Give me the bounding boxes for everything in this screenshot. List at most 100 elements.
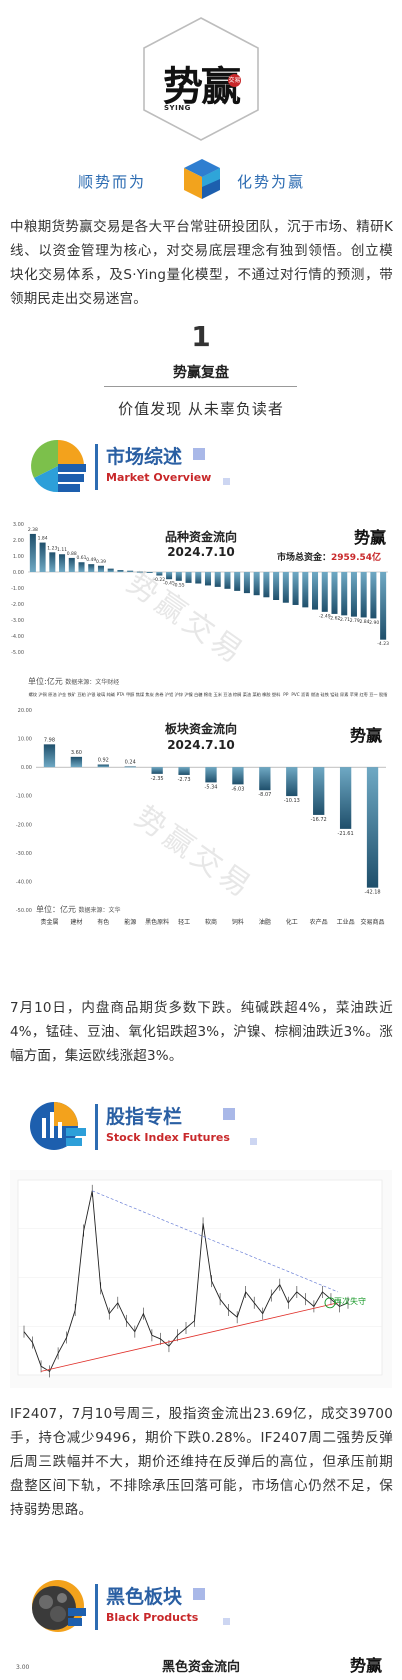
bar-沪镍: [185, 572, 192, 583]
annotation-lost-again: 再次失守: [334, 1297, 366, 1306]
y-tick-label: -4.00: [11, 634, 24, 640]
bar-原油: [49, 552, 56, 572]
category-label: 黑色原料: [145, 918, 169, 926]
category-label: 豆一: [369, 692, 377, 697]
data-label: -5.34: [205, 784, 218, 790]
stock-index-paragraph: IF2407，7月10号周三，股指资金流出23.69亿，成交39700手，持仓减…: [10, 1406, 393, 1518]
category-label: 建材: [70, 918, 82, 926]
decor-square-small: [223, 478, 230, 485]
category-label: 油脂: [259, 918, 271, 926]
data-label: -2.90: [368, 620, 380, 626]
sector-fund-flow-chart: 板块资金流向 2024.7.10 势赢 20.00 10.00 0.00 -10.00…: [10, 708, 392, 938]
data-label: -0.22: [154, 577, 166, 583]
bar-沥青: [302, 572, 309, 608]
section-subtitle: 价值发现 从未辜负读者: [118, 400, 284, 418]
data-label: -21.61: [338, 831, 354, 837]
data-label: 3.60: [71, 750, 82, 756]
data-label: -2.71: [338, 617, 350, 623]
chart3-svg: [17, 1179, 383, 1378]
bar-股指: [380, 572, 387, 640]
decor-square-small: [250, 1138, 257, 1145]
bar-玻璃: [97, 565, 104, 572]
bar-工业品: [339, 767, 352, 829]
y-tick-label: 2.00: [13, 538, 24, 544]
decor-square: [193, 1588, 205, 1600]
cube-logo-icon: [180, 157, 224, 201]
bar-棕榈: [234, 572, 241, 591]
category-label: 沪锌: [175, 691, 184, 698]
category-label: 轻工: [178, 918, 190, 926]
black-products-subtitle: Black Products: [106, 1611, 199, 1624]
category-label: 燃油: [311, 691, 319, 698]
stock-index-icon: [28, 1098, 90, 1154]
category-label: 能源: [124, 918, 136, 926]
data-label: -16.72: [311, 817, 327, 823]
chart1-date: 2024.7.10: [167, 545, 235, 559]
category-label: 玉米: [214, 691, 223, 698]
chart1-unit-source: 数据来源：文华财经: [65, 679, 120, 686]
category-label: 贵金属: [40, 918, 58, 926]
bar-橡胶: [263, 572, 270, 598]
category-label: 红枣: [359, 691, 368, 698]
hexagon-frame-icon: [143, 17, 259, 141]
black-products-header: 黑色板块 Black Products: [28, 1578, 258, 1638]
y-tick-label: 0.00: [21, 765, 32, 771]
data-label: -2.84: [358, 619, 370, 625]
stock-index-title: 股指专栏: [106, 1106, 183, 1128]
data-label: -2.73: [178, 777, 191, 783]
category-label: 交易商品: [361, 918, 385, 926]
category-label: 沪铝: [165, 691, 173, 698]
bar-红枣: [360, 572, 367, 618]
resistance-trendline: [92, 1190, 339, 1293]
category-label: 豆油: [223, 691, 231, 698]
header-accent-bar: [95, 1104, 98, 1150]
market-overview-title: 市场综述: [106, 446, 183, 468]
category-label: PVC: [291, 692, 299, 697]
category-label: 玻璃: [97, 691, 105, 698]
bar-硅铁: [321, 572, 328, 612]
bar-沪银: [88, 564, 95, 572]
logo-syng: SYING: [164, 104, 191, 112]
chart2-logo: 势赢: [350, 726, 383, 745]
stock-index-subtitle: Stock Index Futures: [106, 1131, 230, 1144]
slogan-left: 顺势而为: [78, 173, 147, 191]
logo-text: 势赢: [163, 63, 241, 110]
bar-能源: [124, 766, 136, 768]
data-label: 0.92: [98, 758, 109, 764]
category-label: 白糖: [194, 691, 203, 698]
data-label: -2.35: [151, 776, 164, 782]
bar-热卷: [156, 572, 163, 576]
market-overview-paragraph: 7月10日，内盘商品期货多数下跌。纯碱跌超4%，菜油跌近4%，锰硅、豆油、氧化铝…: [10, 1000, 393, 1064]
bar-化工: [286, 767, 298, 797]
category-label: 焦炭: [145, 691, 153, 698]
black-ore-icon: [28, 1578, 90, 1634]
bar-软商: [205, 767, 217, 783]
bar-燃油: [312, 572, 319, 610]
bar-饲料: [232, 767, 244, 785]
bar-纯碱: [107, 568, 114, 572]
chart2-svg: 20.00 10.00 0.00 -10.00 -20.00 -30.00 -40.00 -5…: [16, 708, 386, 926]
category-label: 螺纹: [29, 691, 38, 698]
bar-PVC: [292, 572, 299, 605]
bar-沪铜: [39, 542, 46, 572]
decor-square: [193, 448, 205, 460]
category-label: 尿素: [340, 691, 348, 697]
y-tick-label: 1.00: [13, 554, 24, 560]
category-label: 沪铜: [38, 691, 46, 698]
data-label: 0.88: [67, 551, 77, 557]
chart1-svg: 3.00 2.00 1.00 0.00 -1.00 -2.00 -3.00 -4.00 -5.0…: [11, 522, 389, 698]
bar-贵金属: [43, 744, 56, 768]
y-tick-label: 20.00: [18, 708, 32, 714]
category-label: 硅铁: [321, 691, 330, 698]
bar-PTA: [117, 570, 124, 572]
total-label: 市场总资金：: [277, 553, 332, 563]
decor-square: [223, 1108, 235, 1120]
data-label: -2.62: [329, 615, 341, 621]
bar-沪锌: [175, 572, 182, 581]
bar-锰硅: [331, 572, 338, 614]
category-label: 沪金: [58, 691, 67, 698]
brand-logo: 势赢 交易 SYING: [140, 16, 262, 142]
market-total-fund: 市场总资金：2959.54亿: [277, 550, 381, 563]
data-label: 2.38: [28, 527, 38, 533]
chart4-ytick: 3.00: [16, 1664, 30, 1671]
